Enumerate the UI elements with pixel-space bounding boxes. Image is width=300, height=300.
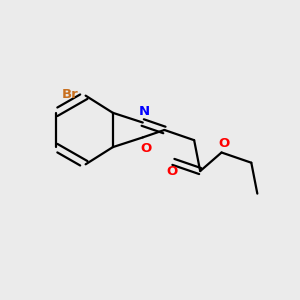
Text: N: N: [139, 105, 150, 118]
Text: O: O: [140, 142, 151, 155]
Text: O: O: [166, 165, 178, 178]
Text: Br: Br: [62, 88, 79, 101]
Text: O: O: [219, 136, 230, 150]
